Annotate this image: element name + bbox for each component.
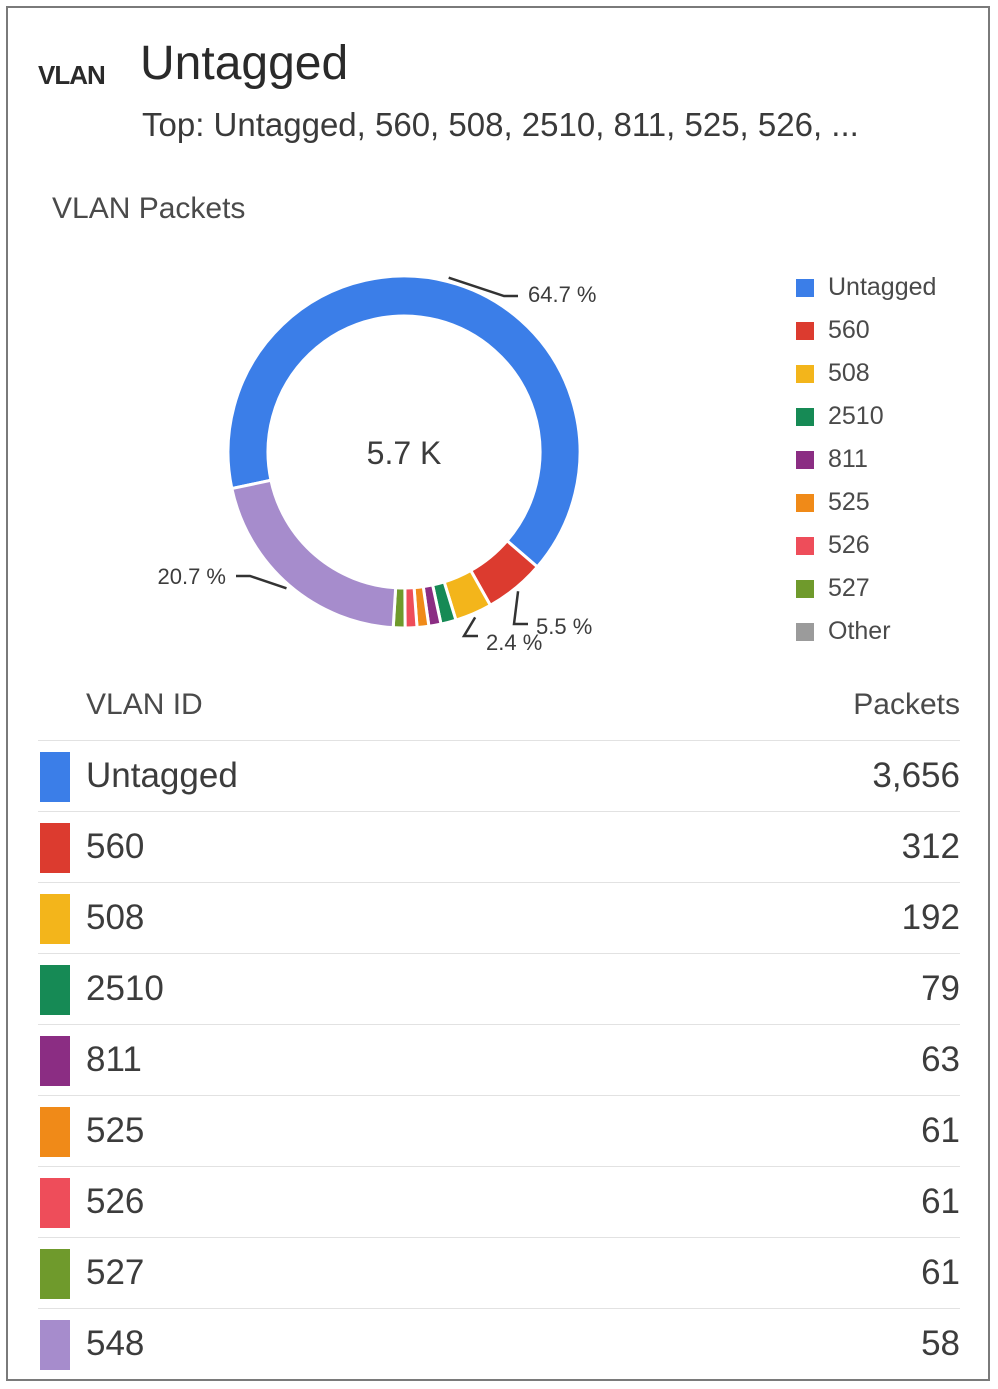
vlan-id-cell: 527 xyxy=(86,1253,145,1292)
table-row[interactable]: Untagged 3,656 xyxy=(38,740,960,811)
donut-center-total: 5.7 K xyxy=(367,435,442,471)
legend-swatch xyxy=(796,364,814,383)
row-divider xyxy=(38,1095,960,1096)
table-row[interactable]: 548 58 xyxy=(38,1308,960,1379)
row-divider xyxy=(38,811,960,812)
legend-item-508[interactable]: 508 xyxy=(796,352,936,395)
legend-item-525[interactable]: 525 xyxy=(796,481,936,524)
legend-swatch xyxy=(796,622,814,641)
slice-label-other: 20.7 % xyxy=(158,564,227,589)
legend-item-526[interactable]: 526 xyxy=(796,524,936,567)
row-color-swatch xyxy=(40,1036,70,1086)
row-color-swatch xyxy=(40,823,70,873)
packets-cell: 3,656 xyxy=(872,756,960,795)
slice-label-508: 2.4 % xyxy=(486,630,542,655)
chart-heading: VLAN Packets xyxy=(52,192,246,225)
vlan-id-cell: 525 xyxy=(86,1111,145,1150)
vlan-id-cell: Untagged xyxy=(86,756,238,795)
row-color-swatch xyxy=(40,1178,70,1228)
vlan-id-cell: 548 xyxy=(86,1324,145,1363)
vlan-id-cell: 811 xyxy=(86,1040,142,1079)
legend-label: 508 xyxy=(828,359,870,387)
legend-label: 811 xyxy=(828,445,868,473)
row-color-swatch xyxy=(40,1107,70,1157)
legend-label: Untagged xyxy=(828,273,937,301)
slice-label-560: 5.5 % xyxy=(536,614,592,639)
row-divider xyxy=(38,1308,960,1309)
row-divider xyxy=(38,740,960,741)
top-vlans-summary: Top: Untagged, 560, 508, 2510, 811, 525,… xyxy=(142,106,859,143)
legend-item-527[interactable]: 527 xyxy=(796,567,936,610)
card-title: Untagged xyxy=(140,37,349,90)
legend-swatch xyxy=(796,493,814,512)
slice-label-untagged: 64.7 % xyxy=(528,282,597,307)
packets-cell: 79 xyxy=(921,969,960,1008)
table-row[interactable]: 527 61 xyxy=(38,1237,960,1308)
table-row[interactable]: 525 61 xyxy=(38,1095,960,1166)
vlan-card xyxy=(6,6,990,1381)
row-divider xyxy=(38,1166,960,1167)
legend-label: 560 xyxy=(828,316,870,344)
packets-cell: 61 xyxy=(921,1253,960,1292)
slice-label-leader-508 xyxy=(461,616,478,638)
column-header-vlan-id[interactable]: VLAN ID xyxy=(86,688,203,721)
packets-cell: 58 xyxy=(921,1324,960,1363)
row-color-swatch xyxy=(40,1249,70,1299)
table-row[interactable]: 2510 79 xyxy=(38,953,960,1024)
column-header-packets[interactable]: Packets xyxy=(853,688,960,721)
donut-slice-526[interactable] xyxy=(403,586,419,630)
legend-swatch xyxy=(796,407,814,426)
donut-slice-other[interactable] xyxy=(230,478,398,630)
legend-item-560[interactable]: 560 xyxy=(796,309,936,352)
legend-swatch xyxy=(796,278,814,297)
packets-cell: 63 xyxy=(921,1040,960,1079)
vlan-badge: VLAN xyxy=(38,60,106,90)
packets-cell: 192 xyxy=(901,898,960,937)
packets-cell: 61 xyxy=(921,1182,960,1221)
vlan-id-cell: 2510 xyxy=(86,969,164,1008)
legend-label: 527 xyxy=(828,574,870,602)
vlan-packets-donut-chart: 5.7 K 64.7 % 5.5 %2.4 % 20.7 % xyxy=(158,274,597,655)
packets-cell: 312 xyxy=(901,827,960,866)
row-divider xyxy=(38,1237,960,1238)
packets-cell: 61 xyxy=(921,1111,960,1150)
legend-item-811[interactable]: 811 xyxy=(796,438,936,481)
legend-item-other[interactable]: Other xyxy=(796,610,936,653)
row-divider xyxy=(38,1024,960,1025)
table-row[interactable]: 526 61 xyxy=(38,1166,960,1237)
slice-label-leader-untagged xyxy=(448,276,518,298)
legend-swatch xyxy=(796,536,814,555)
donut-slice-untagged[interactable] xyxy=(226,274,582,569)
row-color-swatch xyxy=(40,894,70,944)
slice-label-leader-other xyxy=(236,574,287,590)
table-row[interactable]: 811 63 xyxy=(38,1024,960,1095)
row-divider xyxy=(38,882,960,883)
vlan-id-cell: 508 xyxy=(86,898,145,937)
legend-item-untagged[interactable]: Untagged xyxy=(796,266,936,309)
legend-item-2510[interactable]: 2510 xyxy=(796,395,936,438)
legend-swatch xyxy=(796,321,814,340)
slice-label-leader-560 xyxy=(512,591,528,626)
legend-swatch xyxy=(796,579,814,598)
legend-label: Other xyxy=(828,617,891,645)
row-divider xyxy=(38,953,960,954)
row-color-swatch xyxy=(40,752,70,802)
legend-label: 526 xyxy=(828,531,870,559)
legend-swatch xyxy=(796,450,814,469)
chart-legend: Untagged 560 508 2510 811 525 526 527 Other xyxy=(796,266,936,653)
table-row[interactable]: 560 312 xyxy=(38,811,960,882)
row-color-swatch xyxy=(40,1320,70,1370)
table-row[interactable]: 508 192 xyxy=(38,882,960,953)
row-color-swatch xyxy=(40,965,70,1015)
legend-label: 2510 xyxy=(828,402,884,430)
vlan-id-cell: 526 xyxy=(86,1182,145,1221)
vlan-id-cell: 560 xyxy=(86,827,145,866)
legend-label: 525 xyxy=(828,488,870,516)
